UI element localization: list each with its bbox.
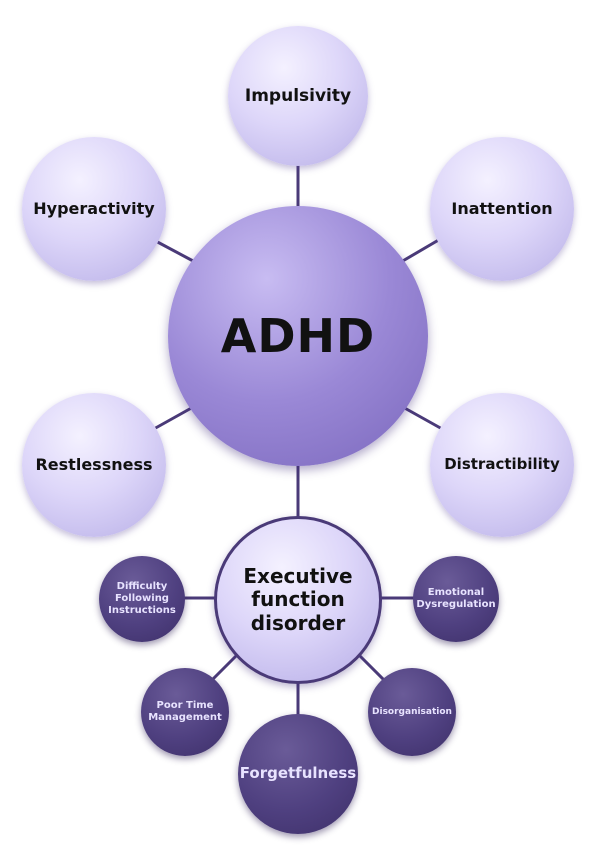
difficulty-label: Difficulty Following Instructions — [108, 581, 176, 616]
node-impulsivity-label: Impulsivity — [244, 85, 352, 106]
connector-restlessness — [151, 404, 196, 432]
node-impulsivity: Impulsivity — [228, 26, 368, 166]
disorganisation-label: Disorganisation — [372, 707, 452, 718]
connector-inattention — [400, 236, 443, 264]
disorganisation-label-line-1: Disorganisation — [372, 706, 452, 717]
node-restlessness: Restlessness — [22, 393, 166, 537]
node-executive-function: Executive function disorder — [214, 516, 382, 684]
node-adhd: ADHD — [168, 206, 428, 466]
emotional-label: Emotional Dysregulation — [416, 587, 495, 611]
node-disorganisation: Disorganisation — [368, 668, 456, 756]
forgetfulness-label-line-1: Forgetfulness — [239, 764, 357, 783]
connector-disorganisation — [358, 654, 386, 682]
node-executive-function-label: Executive function disorder — [243, 563, 353, 636]
connector-distractibility — [400, 404, 445, 432]
node-restlessness-label: Restlessness — [35, 454, 153, 474]
executive-label-line-1: Executive — [243, 563, 353, 588]
poor-time-label-line-1: Poor Time — [156, 700, 214, 712]
connector-poor-time — [210, 654, 238, 682]
node-forgetfulness: Forgetfulness — [238, 714, 358, 834]
node-inattention-label: Inattention — [451, 198, 553, 218]
emotional-label-line-2: Dysregulation — [416, 599, 496, 610]
forgetfulness-label: Forgetfulness — [239, 764, 357, 783]
node-hyperactivity: Hyperactivity — [22, 137, 166, 281]
node-distractibility-label: Distractibility — [444, 455, 560, 474]
difficulty-label-line-2: Following — [115, 593, 169, 605]
poor-time-label-line-2: Management — [148, 712, 222, 723]
node-inattention: Inattention — [430, 137, 574, 281]
executive-label-line-3: disorder — [250, 610, 346, 635]
node-difficulty-following-instructions: Difficulty Following Instructions — [99, 556, 185, 642]
node-hyperactivity-label: Hyperactivity — [33, 198, 155, 218]
node-adhd-label: ADHD — [220, 308, 376, 363]
poor-time-label: Poor Time Management — [148, 700, 222, 724]
executive-label-line-2: function — [251, 587, 345, 612]
node-poor-time-management: Poor Time Management — [141, 668, 229, 756]
node-emotional-dysregulation: Emotional Dysregulation — [413, 556, 499, 642]
node-distractibility: Distractibility — [430, 393, 574, 537]
emotional-label-line-1: Emotional — [427, 587, 485, 599]
difficulty-label-line-3: Instructions — [108, 604, 176, 616]
difficulty-label-line-1: Difficulty — [116, 581, 168, 593]
